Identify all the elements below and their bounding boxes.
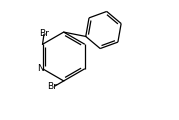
- Text: Br: Br: [47, 82, 57, 91]
- Text: N: N: [37, 64, 43, 73]
- Text: Br: Br: [39, 29, 49, 38]
